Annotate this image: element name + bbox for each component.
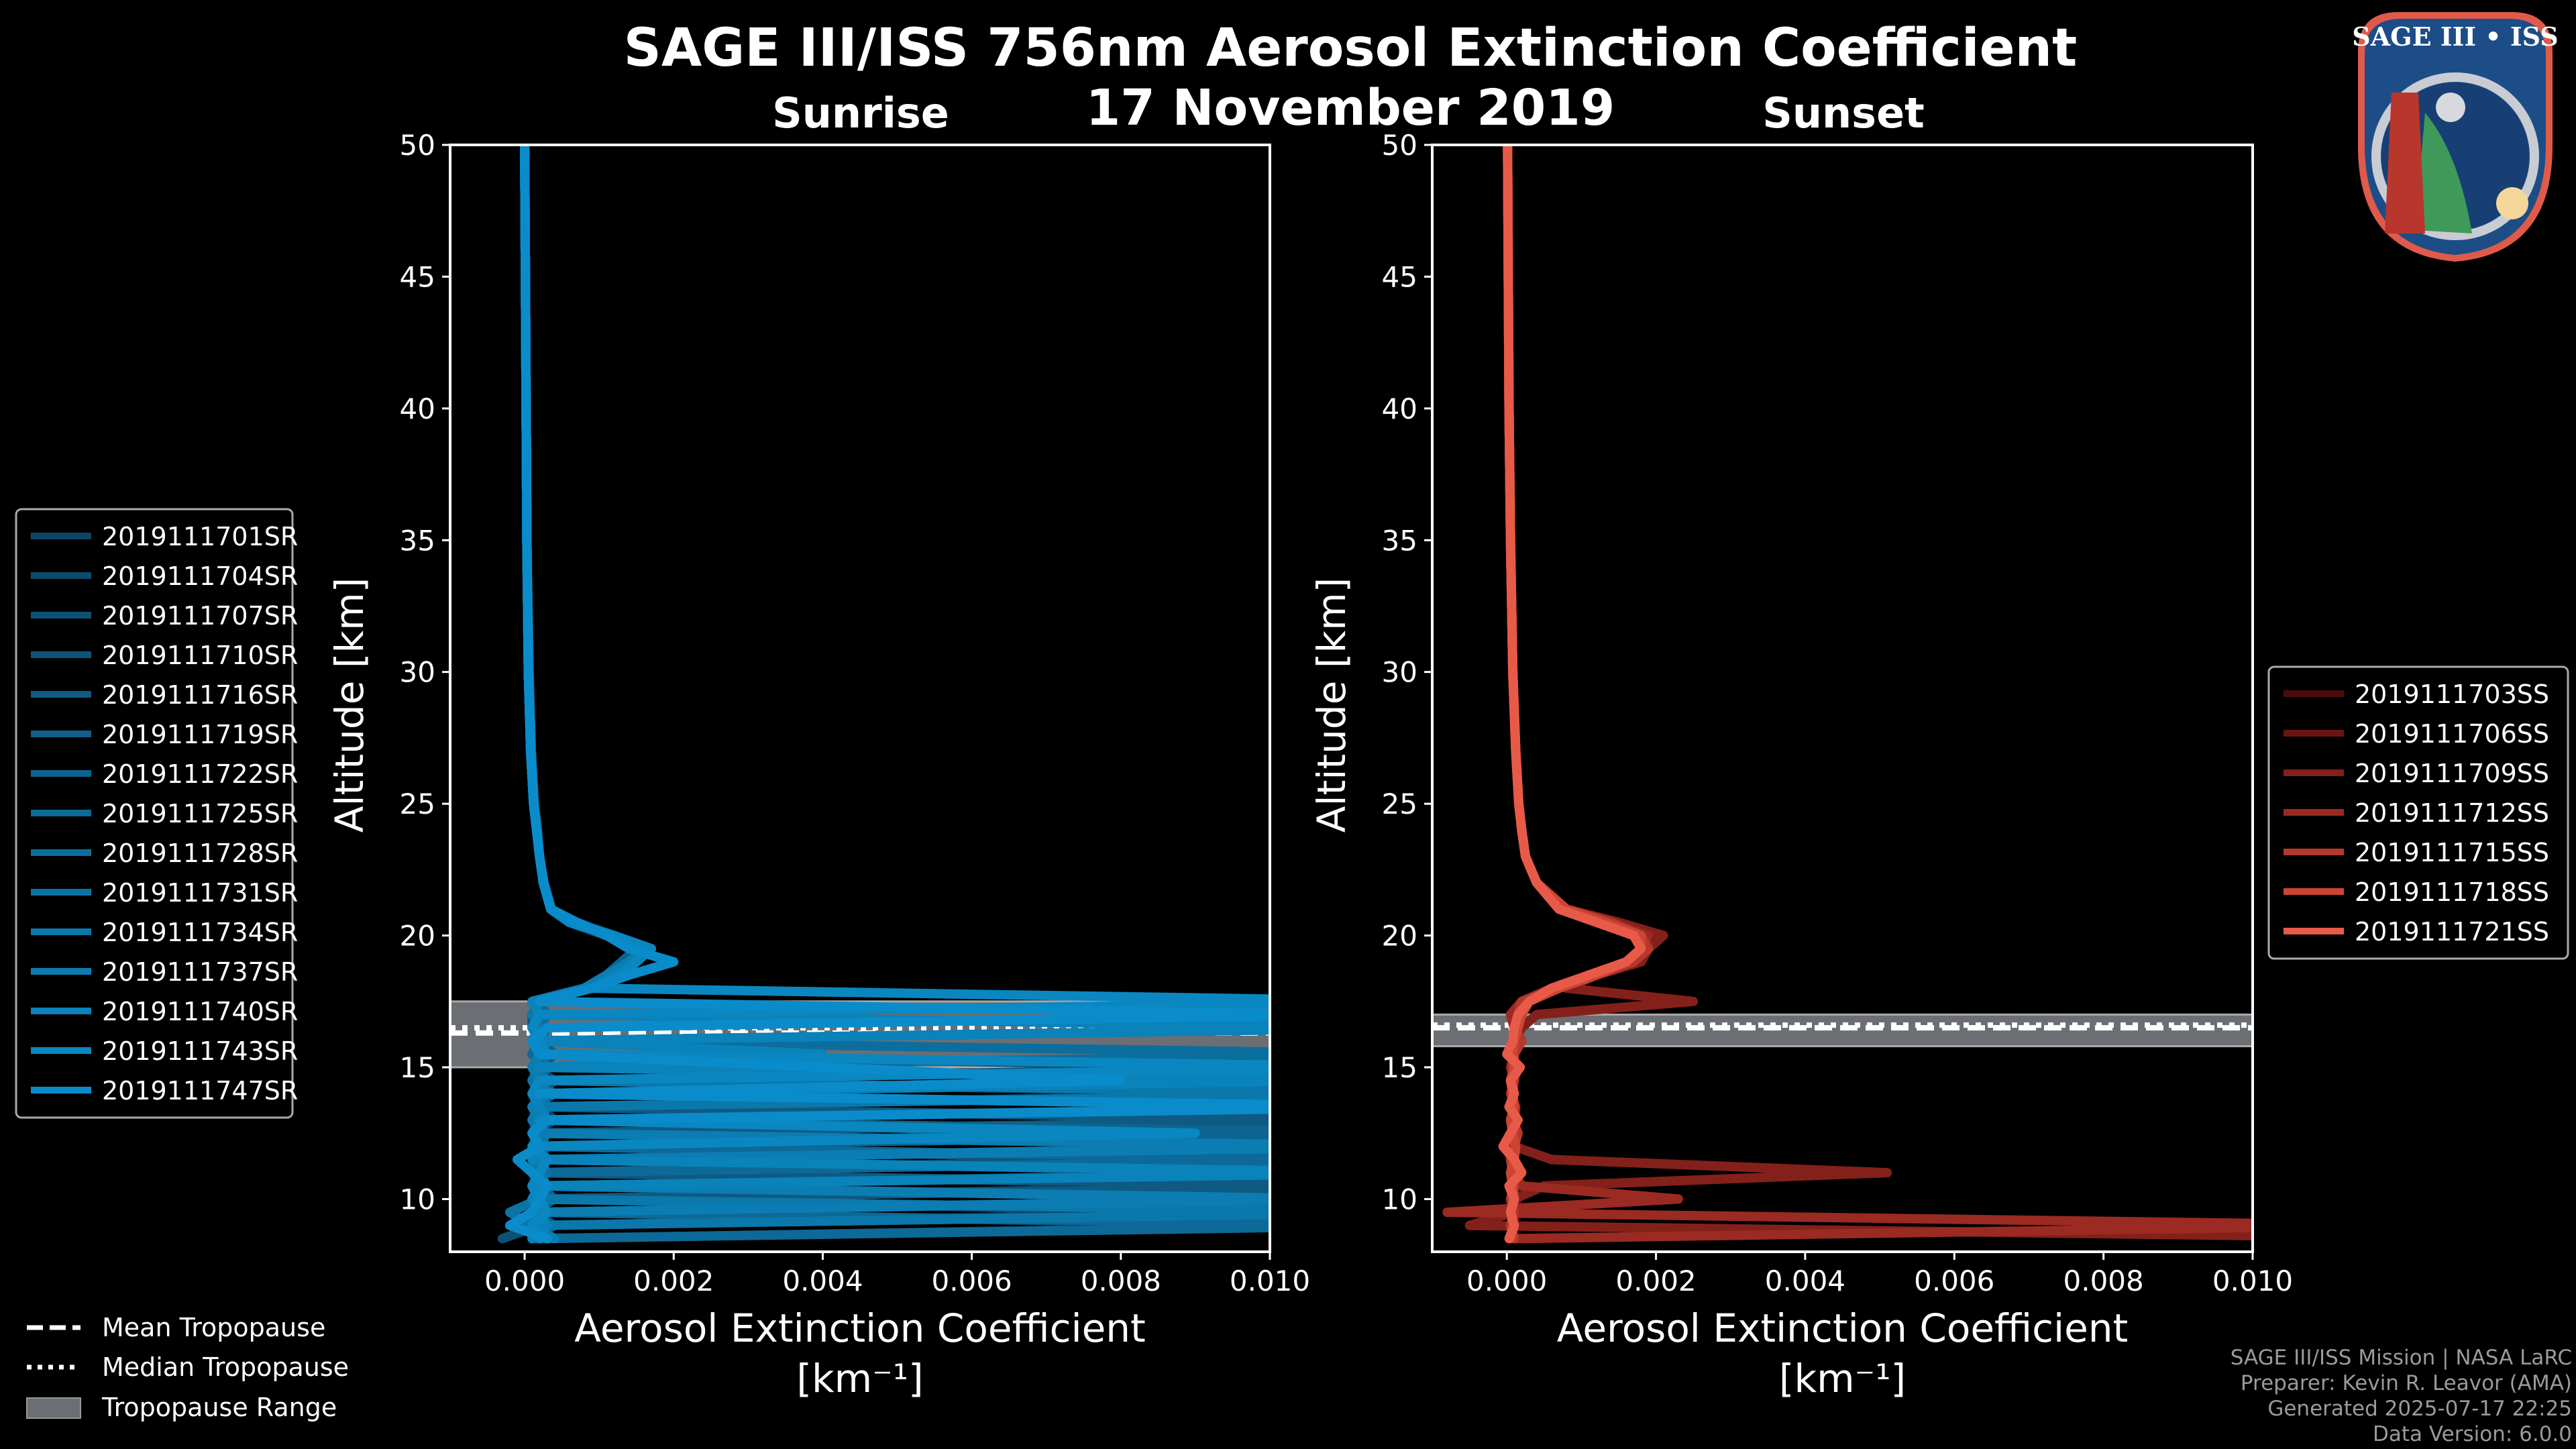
series-line-2019111706SS (1503, 145, 1654, 1244)
panel-title: Sunset (1762, 89, 1925, 138)
series-line-2019111703SS (1503, 145, 1661, 1244)
sage-iii-iss-mission-logo: SAGE III • ISS (2352, 12, 2559, 262)
series-line-2019111721SS (1498, 145, 1646, 1244)
y-tick-label: 20 (400, 920, 435, 953)
y-tick-label: 30 (1382, 656, 1417, 689)
y-tick-label: 20 (1382, 920, 1417, 953)
legend-label: 2019111721SS (2355, 917, 2549, 947)
series-line-2019111715SS (1503, 145, 1654, 1244)
legend-label: 2019111737SR (102, 957, 298, 987)
legend-label: 2019111710SR (102, 641, 298, 670)
y-axis-label: Altitude [km] (327, 578, 372, 833)
legend-label: 2019111718SS (2355, 877, 2549, 907)
y-tick-label: 10 (1382, 1183, 1417, 1216)
x-tick-label: 0.010 (1230, 1265, 1310, 1297)
series-line-2019111712SS (1442, 145, 2253, 1244)
panel-sunrise: Sunrise 10 15 20 25 30 35 40 45 50 0.000 0.002 0.004… (15, 89, 1310, 1401)
legend-sunrise: 2019111701SR 2019111704SR 2019111707SR 2019… (15, 508, 298, 1119)
x-tick-label: 0.006 (1914, 1265, 1994, 1297)
y-tick-label: 35 (1382, 524, 1417, 557)
legend-median-tropopause-label: Median Tropopause (102, 1352, 349, 1382)
x-tick-label: 0.000 (1466, 1265, 1547, 1297)
footer-mission: SAGE III/ISS Mission | NASA LaRC (2230, 1346, 2572, 1370)
x-axis-label: Aerosol Extinction Coefficient (1557, 1305, 2129, 1351)
y-tick-label: 30 (400, 656, 435, 689)
legend-label: 2019111719SR (102, 720, 298, 749)
logo-title: SAGE III • ISS (2352, 21, 2558, 52)
x-tick-label: 0.004 (782, 1265, 863, 1297)
x-tick-label: 0.004 (1765, 1265, 1845, 1297)
legend-label: 2019111731SR (102, 878, 298, 908)
footer-credits: SAGE III/ISS Mission | NASA LaRC Prepare… (2231, 1345, 2572, 1447)
chart-title: SAGE III/ISS 756nm Aerosol Extinction Co… (624, 18, 2078, 78)
y-tick-label: 15 (400, 1051, 435, 1084)
legend-label: 2019111725SR (102, 799, 298, 828)
footer-preparer: Preparer: Kevin R. Leavor (AMA) (2240, 1371, 2572, 1395)
y-tick-label: 50 (1382, 129, 1417, 162)
legend-sunset: 2019111703SS 2019111706SS 2019111709SS 2019… (2267, 665, 2569, 960)
legend-label: 2019111709SS (2355, 759, 2549, 788)
y-tick-label: 10 (400, 1183, 435, 1216)
legend-tropopause-range-label: Tropopause Range (101, 1393, 337, 1422)
legend-label: 2019111701SR (102, 522, 298, 551)
x-tick-label: 0.008 (1081, 1265, 1161, 1297)
legend-label: 2019111715SS (2355, 838, 2549, 867)
legend-label: 2019111716SR (102, 680, 298, 710)
y-tick-label: 15 (1382, 1051, 1417, 1084)
x-tick-label: 0.006 (932, 1265, 1012, 1297)
legend-label: 2019111734SR (102, 918, 298, 947)
x-axis-label: Aerosol Extinction Coefficient (574, 1305, 1146, 1351)
chart-subtitle: 17 November 2019 (1086, 79, 1615, 137)
panel-sunset: Sunset 10 15 20 25 30 35 40 45 50 0.000 0.002 0.004 0… (1309, 89, 2569, 1401)
legend-label: 2019111728SR (102, 839, 298, 868)
x-tick-label: 0.000 (484, 1265, 565, 1297)
x-tick-label: 0.002 (1615, 1265, 1696, 1297)
series-line-2019111718SS (1503, 145, 1646, 1244)
y-tick-label: 50 (400, 129, 435, 162)
axes-frame (1431, 144, 2254, 1253)
panel-title: Sunrise (772, 89, 949, 138)
legend-label: 2019111747SR (102, 1076, 298, 1106)
legend-label: 2019111707SR (102, 601, 298, 631)
y-tick-label: 40 (400, 392, 435, 425)
y-tick-label: 35 (400, 524, 435, 557)
y-axis-label: Altitude [km] (1309, 578, 1354, 833)
footer-generated: Generated 2025-07-17 22:25 (2267, 1397, 2572, 1421)
x-axis-unit: [km⁻¹] (796, 1356, 923, 1401)
x-tick-label: 0.002 (633, 1265, 714, 1297)
legend-tropopause-range-swatch (26, 1397, 81, 1419)
legend-label: 2019111740SR (102, 997, 298, 1026)
legend-mean-tropopause-label: Mean Tropopause (102, 1313, 325, 1342)
axes-frame (449, 144, 1271, 1253)
footer-data-version: Data Version: 6.0.0 (2372, 1422, 2572, 1446)
legend-label: 2019111703SS (2355, 680, 2549, 709)
tropopause-legend: Mean Tropopause Median Tropopause Tropop… (26, 1313, 349, 1422)
y-tick-label: 25 (400, 788, 435, 820)
legend-label: 2019111704SR (102, 561, 298, 591)
legend-label: 2019111712SS (2355, 798, 2549, 828)
legend-label: 2019111706SS (2355, 719, 2549, 749)
x-axis-unit: [km⁻¹] (1779, 1356, 1906, 1401)
legend-label: 2019111722SR (102, 759, 298, 789)
legend-label: 2019111743SR (102, 1036, 298, 1066)
y-tick-label: 45 (400, 260, 435, 293)
y-tick-label: 40 (1382, 392, 1417, 425)
y-tick-label: 25 (1382, 788, 1417, 820)
x-tick-label: 0.008 (2063, 1265, 2144, 1297)
series-line-2019111747SR (504, 145, 1270, 1244)
y-tick-label: 45 (1382, 260, 1417, 293)
x-tick-label: 0.010 (2212, 1265, 2293, 1297)
